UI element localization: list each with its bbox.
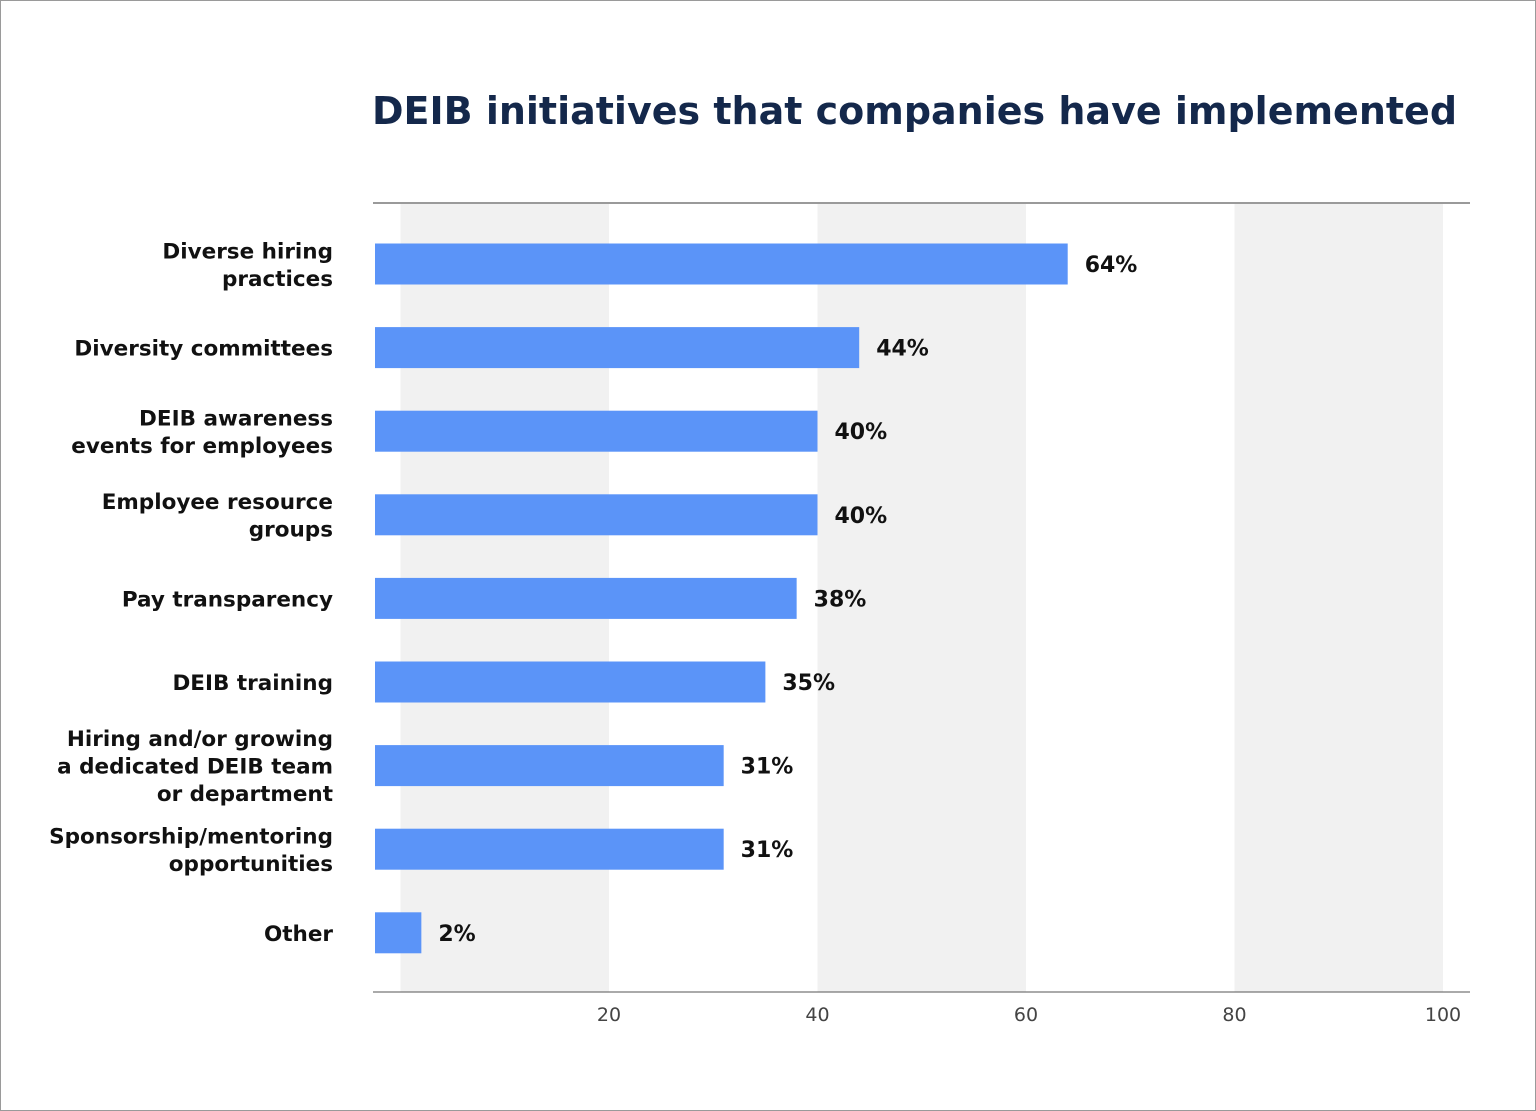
category-label: DEIB training	[172, 671, 333, 696]
category-label-line: Diversity committees	[74, 337, 333, 362]
category-label-line: a dedicated DEIB team	[57, 755, 333, 780]
category-label: Employee resource groups	[102, 490, 333, 543]
x-tick-label: 60	[1014, 1004, 1038, 1026]
category-label-line: Employee resource	[102, 490, 333, 515]
category-label-line: Sponsorship/mentoring	[49, 824, 333, 849]
data-label: 31%	[741, 838, 794, 863]
data-label: 44%	[876, 337, 929, 362]
bar	[375, 494, 818, 536]
category-label: Hiring and/or growing a dedicated DEIB te…	[57, 727, 333, 807]
x-tick-label: 100	[1425, 1004, 1461, 1026]
category-label-line: Hiring and/or growing	[67, 727, 333, 752]
category-label: Other	[264, 922, 333, 947]
data-label: 31%	[741, 755, 794, 780]
bar	[375, 912, 422, 954]
chart-title: DEIB initiatives that companies have imp…	[372, 89, 1457, 133]
data-label: 35%	[782, 671, 835, 696]
data-label: 64%	[1085, 253, 1138, 278]
data-label: 38%	[814, 587, 867, 612]
data-label: 2%	[438, 922, 475, 947]
bar	[375, 577, 797, 619]
category-label-line: opportunities	[169, 852, 333, 877]
bar	[375, 661, 766, 703]
category-label: Sponsorship/mentoring opportunities	[49, 824, 333, 877]
bar	[375, 828, 724, 870]
category-label-line: or department	[157, 782, 333, 807]
x-tick-label: 80	[1222, 1004, 1246, 1026]
category-label: Diverse hiring practices	[162, 239, 333, 292]
bar	[375, 745, 724, 787]
category-label: Pay transparency	[122, 587, 333, 612]
category-label-line: DEIB awareness	[139, 406, 333, 431]
grid-band	[1234, 203, 1443, 992]
bar	[375, 410, 818, 452]
bar	[375, 327, 860, 369]
category-label-line: Other	[264, 922, 333, 947]
category-label-line: events for employees	[71, 434, 333, 459]
category-label: Diversity committees	[74, 337, 333, 362]
x-tick-label: 40	[805, 1004, 829, 1026]
category-label-line: Diverse hiring	[162, 239, 333, 264]
x-tick-label: 20	[597, 1004, 621, 1026]
category-label-line: groups	[249, 518, 333, 543]
data-label: 40%	[835, 420, 888, 445]
category-label: DEIB awareness events for employees	[71, 406, 333, 459]
bar	[375, 243, 1068, 285]
category-label-line: Pay transparency	[122, 587, 333, 612]
data-label: 40%	[835, 504, 888, 529]
category-label-line: practices	[222, 267, 333, 292]
category-label-line: DEIB training	[172, 671, 333, 696]
